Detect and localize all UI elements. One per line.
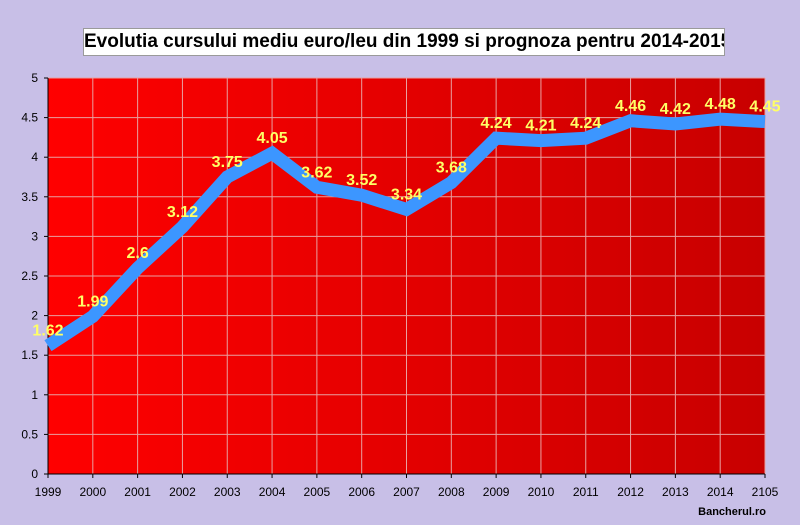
data-label: 4.05 (256, 130, 287, 147)
x-tick-label: 2008 (438, 485, 465, 499)
x-tick-label: 2006 (348, 485, 375, 499)
x-tick-label: 2002 (169, 485, 196, 499)
series-line (44, 112, 766, 352)
x-tick-label: 2005 (304, 485, 331, 499)
x-tick-label: 2000 (79, 485, 106, 499)
data-label: 4.24 (481, 115, 512, 132)
x-tick-label: 2004 (259, 485, 286, 499)
x-axis-tick-labels: 1999 2000 2001 2002 2003 2004 2005 2006 2007 2008… (35, 485, 779, 499)
source-credit: Bancherul.ro (698, 506, 766, 518)
data-label: 4.42 (660, 101, 691, 118)
chart-title: Evolutia cursului mediu euro/leu din 199… (83, 28, 725, 56)
data-label: 3.34 (391, 186, 422, 203)
y-tick-label: 3.5 (21, 190, 38, 204)
x-tick-label: 2012 (617, 485, 644, 499)
x-tick-label: 2009 (483, 485, 510, 499)
data-label: 1.99 (77, 293, 108, 310)
data-label: 3.12 (167, 204, 198, 221)
x-tick-label: 2014 (707, 485, 734, 499)
data-label: 3.62 (301, 164, 332, 181)
data-label: 2.6 (127, 245, 149, 262)
data-label: 4.45 (749, 99, 780, 116)
y-tick-label: 2.5 (21, 269, 38, 283)
data-label: 1.62 (32, 323, 63, 340)
data-label: 4.21 (525, 118, 556, 135)
x-tick-label: 2011 (573, 485, 599, 499)
x-tick-label: 2001 (124, 485, 151, 499)
data-label: 4.24 (570, 115, 601, 132)
data-label: 4.48 (705, 96, 736, 113)
y-tick-label: 5 (31, 71, 38, 85)
series-line-group (44, 112, 766, 352)
y-tick-label: 4 (31, 150, 38, 164)
data-label: 3.68 (436, 160, 467, 177)
x-tick-label: 1999 (35, 485, 62, 499)
axes (44, 77, 766, 478)
y-tick-label: 4.5 (21, 111, 38, 125)
x-tick-label: 2003 (214, 485, 241, 499)
x-tick-label: 2010 (528, 485, 555, 499)
y-tick-label: 3 (31, 229, 38, 243)
y-axis-tick-labels: 0 0.5 1 1.5 2 2.5 3 3.5 4 4.5 5 (21, 71, 38, 481)
x-tick-label: 2013 (662, 485, 689, 499)
data-label: 4.46 (615, 98, 646, 115)
data-label: 3.52 (346, 172, 377, 189)
x-tick-label: 2007 (393, 485, 420, 499)
y-tick-label: 1.5 (21, 348, 38, 362)
grid-lines (47, 77, 766, 475)
data-labels: 1.62 1.99 2.6 3.12 3.75 4.05 3.62 3.52 3.34 3.68 4… (32, 96, 780, 340)
x-tick-label: 2105 (752, 485, 779, 499)
y-tick-label: 1 (31, 388, 38, 402)
y-tick-label: 2 (31, 309, 38, 323)
y-tick-label: 0.5 (21, 427, 38, 441)
data-label: 3.75 (212, 154, 243, 171)
y-tick-label: 0 (31, 467, 38, 481)
